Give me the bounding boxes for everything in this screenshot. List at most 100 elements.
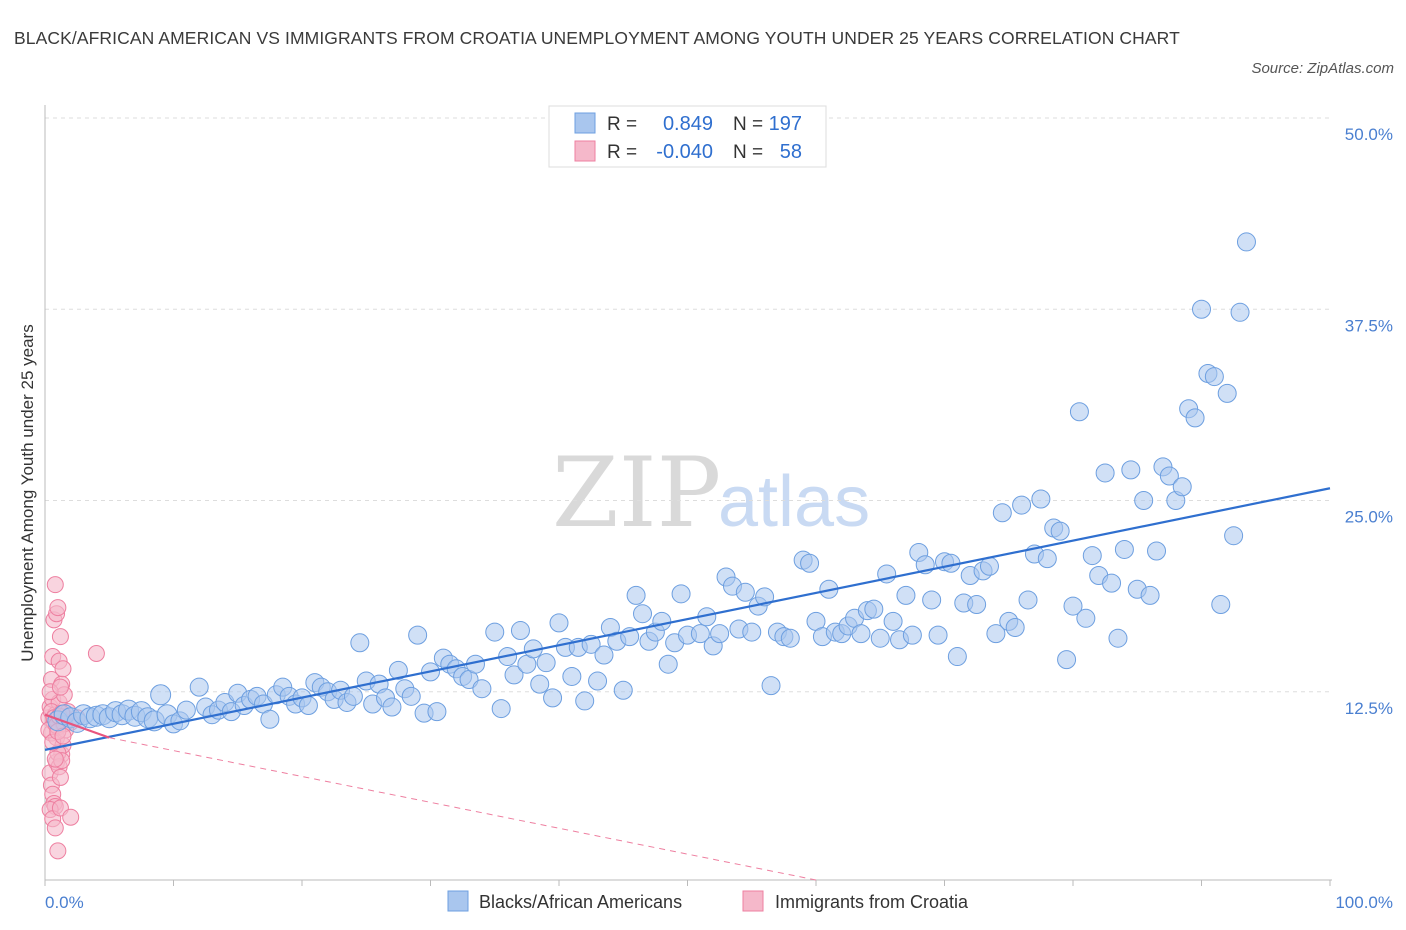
legend-swatch-croatia bbox=[742, 890, 764, 912]
black-point bbox=[947, 647, 967, 667]
stats-swatch-pink bbox=[574, 140, 596, 162]
stats-n-value-2: 58 bbox=[780, 141, 802, 163]
croatia-point bbox=[46, 576, 64, 594]
black-point bbox=[671, 584, 691, 604]
black-point bbox=[472, 679, 492, 699]
croatia-point bbox=[62, 808, 80, 826]
stats-swatch-blue bbox=[574, 112, 596, 134]
black-point bbox=[1114, 539, 1134, 559]
black-point bbox=[1192, 299, 1211, 319]
black-point bbox=[902, 625, 922, 645]
black-point bbox=[992, 503, 1012, 523]
black-point bbox=[408, 625, 428, 645]
croatia-point bbox=[49, 599, 67, 617]
legend-label-blacks: Blacks/African Americans bbox=[479, 892, 682, 912]
black-point bbox=[543, 688, 563, 708]
black-point bbox=[260, 709, 280, 729]
black-point bbox=[870, 628, 890, 648]
black-point bbox=[1121, 460, 1141, 480]
black-point bbox=[594, 645, 614, 665]
croatia-point bbox=[49, 842, 67, 860]
black-point bbox=[710, 624, 730, 644]
y-tick-label-2: 37.5% bbox=[1345, 316, 1393, 335]
y-tick-label-0: 12.5% bbox=[1345, 699, 1393, 718]
black-point bbox=[780, 628, 800, 648]
black-point bbox=[401, 686, 421, 706]
croatia-point bbox=[54, 660, 72, 678]
black-point bbox=[343, 686, 363, 706]
black-point bbox=[485, 622, 505, 642]
black-point bbox=[588, 671, 608, 691]
bottom-legend: Blacks/African Americans Immigrants from… bbox=[447, 890, 969, 912]
grid-lines bbox=[45, 117, 1330, 693]
black-point bbox=[1185, 408, 1205, 428]
y-tick-label-3: 50.0% bbox=[1345, 125, 1393, 144]
stats-n-label-1: N = bbox=[733, 114, 763, 135]
stats-n-label-2: N = bbox=[733, 142, 763, 163]
x-tick-labels: 0.0% 100.0% bbox=[45, 893, 1393, 912]
black-point bbox=[883, 611, 903, 631]
black-point bbox=[928, 625, 948, 645]
black-point bbox=[562, 666, 582, 686]
black-point bbox=[633, 604, 653, 624]
black-point bbox=[1230, 302, 1250, 322]
black-point bbox=[504, 665, 524, 685]
black-point bbox=[896, 585, 916, 605]
stats-r-value-2: -0.040 bbox=[656, 141, 713, 163]
chart-title: BLACK/AFRICAN AMERICAN VS IMMIGRANTS FRO… bbox=[14, 28, 1180, 48]
black-point bbox=[652, 611, 672, 631]
croatia-point bbox=[51, 678, 69, 696]
black-point bbox=[1063, 596, 1083, 616]
source-label: Source: ZipAtlas.com bbox=[1251, 60, 1394, 77]
black-point bbox=[626, 585, 646, 605]
black-point bbox=[690, 624, 710, 644]
black-point bbox=[761, 676, 781, 696]
black-point bbox=[1236, 232, 1256, 252]
black-point bbox=[864, 599, 884, 619]
black-point bbox=[1172, 477, 1192, 497]
watermark-atlas: atlas bbox=[718, 462, 870, 542]
black-point bbox=[491, 699, 511, 719]
black-point bbox=[150, 684, 172, 706]
watermark-zip: ZIP bbox=[552, 437, 721, 549]
black-point bbox=[1050, 521, 1070, 541]
black-point bbox=[350, 633, 370, 653]
black-point bbox=[530, 674, 550, 694]
black-point bbox=[1140, 585, 1160, 605]
black-point bbox=[427, 702, 447, 722]
black-point bbox=[1031, 489, 1051, 509]
croatia-point bbox=[46, 750, 64, 768]
black-point bbox=[549, 613, 569, 633]
croatia-point bbox=[46, 819, 64, 837]
black-point bbox=[176, 700, 196, 720]
axes bbox=[44, 105, 1332, 886]
stats-box: R = 0.849 N = 197 R = -0.040 N = 58 bbox=[548, 105, 827, 168]
black-point bbox=[382, 697, 402, 717]
black-point bbox=[1224, 526, 1244, 546]
black-point bbox=[742, 622, 762, 642]
trend-lines bbox=[44, 487, 1331, 881]
black-point bbox=[1037, 549, 1057, 569]
stats-n-value-1: 197 bbox=[769, 113, 802, 135]
black-point bbox=[536, 653, 556, 673]
black-point bbox=[1204, 367, 1224, 387]
black-point bbox=[1057, 650, 1077, 670]
y-axis-label: Unemployment Among Youth under 25 years bbox=[18, 324, 37, 661]
black-point bbox=[1134, 491, 1154, 510]
stats-r-label-2: R = bbox=[607, 142, 637, 163]
croatia-point bbox=[87, 645, 105, 662]
black-point bbox=[1147, 541, 1167, 561]
black-point bbox=[735, 582, 755, 602]
croatia-point bbox=[51, 628, 69, 646]
black-point bbox=[189, 677, 209, 697]
black-point bbox=[1108, 628, 1128, 648]
black-trend-line bbox=[44, 487, 1331, 751]
stats-r-value-1: 0.849 bbox=[663, 113, 713, 135]
black-point bbox=[575, 691, 595, 711]
stats-r-label-1: R = bbox=[607, 114, 637, 135]
legend-label-croatia: Immigrants from Croatia bbox=[775, 892, 969, 912]
legend-swatch-blacks bbox=[447, 890, 469, 912]
black-point bbox=[1159, 466, 1179, 486]
black-point bbox=[1076, 608, 1096, 628]
